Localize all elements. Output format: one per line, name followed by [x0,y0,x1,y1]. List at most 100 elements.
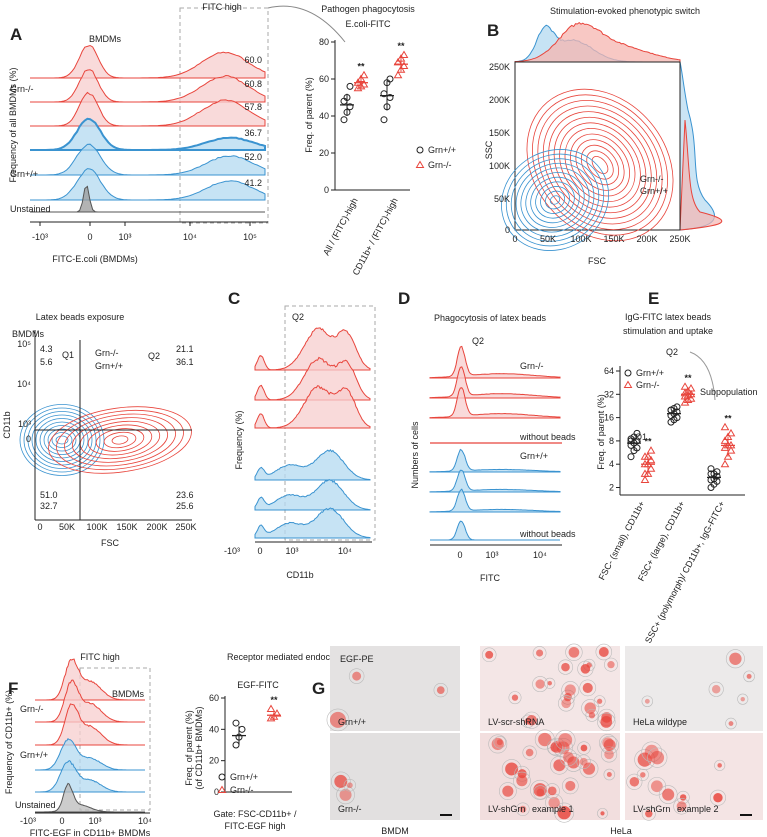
cell [508,691,522,705]
label: Latex beads exposure [36,312,125,322]
contour [580,144,620,186]
significance: ** [684,373,692,383]
legend-label: Grn+/+ [636,368,664,378]
gate-box [284,305,376,541]
label: example 1 [532,804,574,814]
cell [493,735,507,749]
cell-stain [565,780,576,791]
label: 21.1 [176,344,194,354]
cell-stain [584,702,596,714]
cell-stain [536,788,545,797]
data-point [380,116,388,124]
label: Freq. of parent (%) [184,710,194,786]
label: 10³ [118,232,131,242]
cell-stain [329,711,346,728]
histogram [254,327,371,371]
data-point [399,61,409,70]
label: 10⁴ [338,546,352,556]
label: Grn-/- [20,704,44,714]
cell-stain [547,681,552,686]
cell-stain [603,739,616,752]
contour [526,88,674,242]
cell [641,806,656,821]
cell-stain [548,797,560,809]
label: Phagocytosis of latex beads [434,313,547,323]
cell-stain [563,752,574,763]
cell [523,711,541,729]
label: 150K [603,234,624,244]
arrow [267,5,346,43]
label: without beads [519,432,576,442]
data-point [416,146,424,154]
label: without beads [519,529,576,539]
data-point [720,443,730,451]
contour [544,190,566,210]
histogram [429,387,561,419]
contour [55,435,69,445]
label: Grn-/- [338,804,362,814]
contour [586,150,614,180]
label: Freq. of parent (%) [304,77,314,153]
label: stimulation and uptake [623,326,713,336]
y-tick-label: 60 [319,74,329,84]
label: 10³ [485,550,498,560]
contour [520,167,590,233]
cell [326,708,350,732]
data-point [272,709,282,717]
label: EGF-FITC [237,680,279,690]
contour [505,153,605,247]
y-tick-label: 60 [209,693,219,703]
cell [743,670,755,683]
cell [533,785,548,800]
contour [591,156,609,174]
cell [737,693,749,705]
data-point [627,453,635,461]
cell [330,771,351,792]
cell-stain [526,715,537,726]
cell-stain [502,785,514,797]
cell-stain [339,788,352,801]
data-point [646,464,656,472]
cell-stain [496,739,503,746]
cell-stain [553,759,566,772]
label: 50K [59,522,75,532]
data-point [640,469,650,477]
histogram [254,385,371,429]
cell [547,737,566,757]
label: Grn+/+ [520,451,548,461]
label: Q2 [292,312,304,322]
label: 0 [257,546,262,556]
cell [641,695,654,708]
label: FITC [480,573,500,583]
data-point [359,70,369,79]
cell [561,777,579,795]
data-point [340,116,348,124]
cell-stain [637,752,652,767]
label: 50K [540,234,556,244]
label: Subpopulation [700,387,758,397]
label: 250K [489,62,510,72]
label: Grn+/+ [10,169,38,179]
label: FSC [101,538,120,548]
legend-label: Grn-/- [230,785,254,795]
significance: ** [644,437,652,447]
data-point [673,403,681,411]
cell-stain [564,684,576,696]
data-point [720,422,730,431]
data-point [356,81,366,90]
cell [600,735,619,755]
label: BMDM [381,826,409,836]
x-tick-label: All / (FITC)-high [321,196,360,257]
cell [532,646,547,660]
label: LV-scr-shRNA [488,717,544,727]
cell-stain [606,772,612,777]
contour [564,128,636,202]
contour [548,111,652,219]
histogram [35,658,145,701]
label: (of CD11b+ BMDMs) [194,706,204,789]
label: Grn+/+ [338,717,366,727]
x-tick-label: SSC+ (polymorph)/ CD11b+, IgG-FITC+ [643,499,727,645]
label: 150K [116,522,137,532]
cell-stain [600,716,613,728]
cell-stain [679,794,687,801]
